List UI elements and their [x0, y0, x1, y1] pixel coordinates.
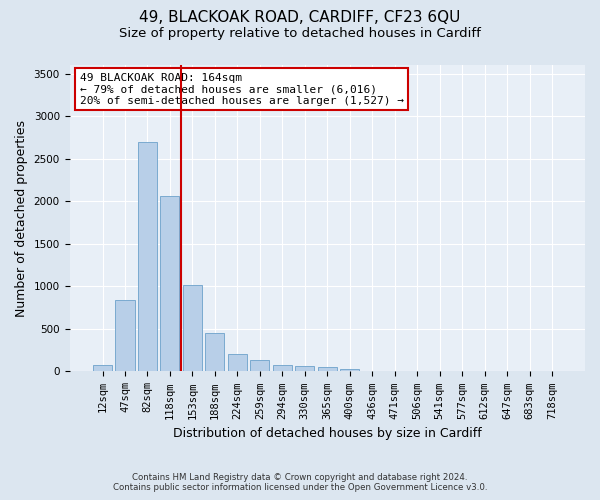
Text: Size of property relative to detached houses in Cardiff: Size of property relative to detached ho…	[119, 28, 481, 40]
Bar	[362, 370, 382, 372]
Bar	[273, 366, 292, 372]
Bar	[340, 369, 359, 372]
Y-axis label: Number of detached properties: Number of detached properties	[15, 120, 28, 316]
Bar	[318, 367, 337, 372]
Bar	[295, 366, 314, 372]
Bar	[250, 360, 269, 372]
Text: Contains HM Land Registry data © Crown copyright and database right 2024.
Contai: Contains HM Land Registry data © Crown c…	[113, 473, 487, 492]
Text: 49 BLACKOAK ROAD: 164sqm
← 79% of detached houses are smaller (6,016)
20% of sem: 49 BLACKOAK ROAD: 164sqm ← 79% of detach…	[80, 72, 404, 106]
Bar	[115, 300, 134, 372]
Bar	[228, 354, 247, 372]
Bar	[160, 196, 179, 372]
Text: 49, BLACKOAK ROAD, CARDIFF, CF23 6QU: 49, BLACKOAK ROAD, CARDIFF, CF23 6QU	[139, 10, 461, 25]
Bar	[93, 366, 112, 372]
X-axis label: Distribution of detached houses by size in Cardiff: Distribution of detached houses by size …	[173, 427, 482, 440]
Bar	[183, 286, 202, 372]
Bar	[205, 333, 224, 372]
Bar	[138, 142, 157, 372]
